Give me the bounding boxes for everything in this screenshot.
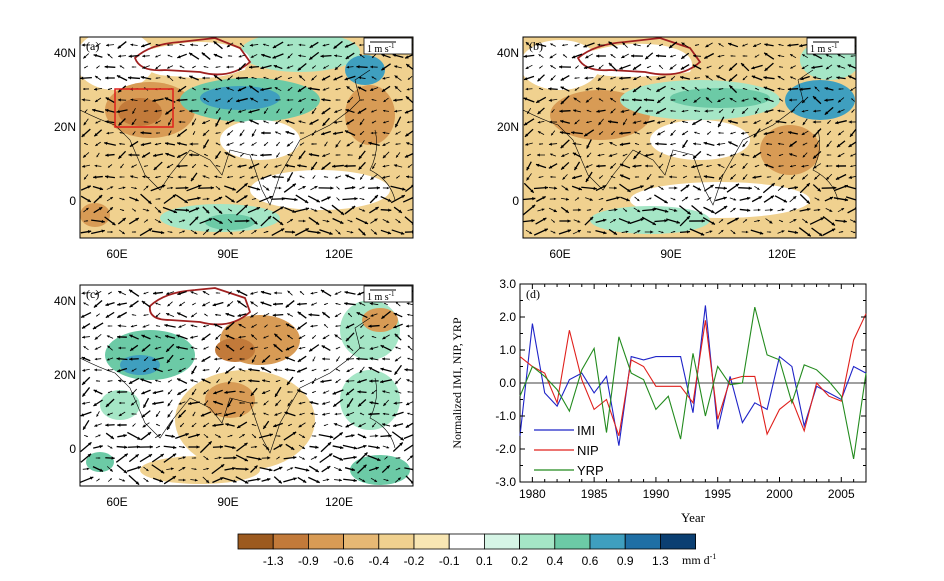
y-tick-label: 0.0 [499, 376, 516, 390]
x-tick-label: 2000 [766, 487, 793, 501]
y-tick-label: 20N [497, 120, 519, 134]
scale-box-a: 1 m s-1 [364, 38, 412, 55]
map-a-shading [75, 30, 413, 238]
colorbar-cell [520, 534, 555, 549]
colorbar-cell [590, 534, 625, 549]
y-tick-label: 0 [69, 442, 76, 456]
colorbar-cell [273, 534, 308, 549]
colorbar-label: 1.3 [652, 554, 669, 568]
scale-box-c: 1 m s-1 [364, 286, 412, 303]
colorbar-cell [484, 534, 519, 549]
x-tick-label: 90E [217, 247, 238, 261]
y-tick-label: -1.0 [495, 409, 516, 423]
colorbar-cell [449, 534, 484, 549]
x-tick-label: 2005 [828, 487, 855, 501]
colorbar-label: 0.1 [476, 554, 493, 568]
colorbar-cell [344, 534, 379, 549]
x-tick-label: 1980 [519, 487, 546, 501]
y-tick-label: 2.0 [499, 310, 516, 324]
map-panel-a: (a) 1 m s-1 60E 90E 120E 40N 20N 0 [54, 30, 417, 261]
x-ticks-b: 60E 90E 120E [549, 247, 796, 261]
y-tick-label: 0 [69, 194, 76, 208]
x-tick-label: 90E [660, 247, 681, 261]
legend-label: IMI [577, 423, 595, 438]
colorbar-label: -1.3 [263, 554, 284, 568]
y-ticks-b: 40N 20N 0 [497, 46, 519, 208]
colorbar-cell [414, 534, 449, 549]
x-tick-label: 120E [325, 247, 353, 261]
colorbar-label: 0.9 [617, 554, 634, 568]
panel-label-a: (a) [86, 39, 99, 53]
y-tick-label: 40N [497, 46, 519, 60]
colorbar-cell [308, 534, 343, 549]
colorbar-label: -0.2 [404, 554, 425, 568]
legend-label: NIP [577, 443, 599, 458]
colorbar-cell [660, 534, 695, 549]
map-b-shading [520, 37, 860, 238]
y-axis-title: Normalized IMI, NIP, YRP [450, 317, 464, 449]
panel-label-c: (c) [86, 287, 99, 301]
x-tick-label: 1985 [581, 487, 608, 501]
y-ticks-c: 40N 20N 0 [54, 294, 76, 456]
colorbar: -1.3 -0.9 -0.6 -0.4 -0.2 -0.1 0.1 0.2 0.4 0.6 0.9 1… [238, 534, 716, 568]
x-tick-label: 120E [325, 495, 353, 509]
scale-box-b: 1 m s-1 [807, 38, 855, 55]
colorbar-label: 0.4 [546, 554, 563, 568]
x-tick-label: 1990 [643, 487, 670, 501]
colorbar-cell [238, 534, 273, 549]
panel-label-d: (d) [526, 287, 540, 301]
x-tick-label: 60E [549, 247, 570, 261]
y-tick-label: 40N [54, 294, 76, 308]
y-tick-label: -2.0 [495, 442, 516, 456]
x-ticks-c: 60E 90E 120E [106, 495, 353, 509]
y-tick-label: 0 [512, 194, 519, 208]
y-tick-label: 20N [54, 120, 76, 134]
y-tick-label: 20N [54, 368, 76, 382]
x-tick-label: 60E [106, 247, 127, 261]
colorbar-label: -0.1 [439, 554, 460, 568]
colorbar-cell [625, 534, 660, 549]
x-tick-label: 120E [768, 247, 796, 261]
y-tick-label: 1.0 [499, 343, 516, 357]
colorbar-label: -0.4 [368, 554, 389, 568]
colorbar-label: -0.9 [298, 554, 319, 568]
colorbar-cell [379, 534, 414, 549]
y-ticks-a: 40N 20N 0 [54, 46, 76, 208]
colorbar-cell [555, 534, 590, 549]
line-chart-panel-d: 3.0 2.0 1.0 0.0 -1.0 -2.0 -3.0 1980 1985 1990 199… [450, 277, 866, 525]
panel-label-b: (b) [529, 39, 543, 53]
colorbar-label: 0.2 [511, 554, 528, 568]
map-panel-c: (c) 1 m s-1 60E 90E 120E 40N 20N 0 [54, 285, 416, 509]
x-tick-label: 90E [217, 495, 238, 509]
x-tick-label: 1995 [704, 487, 731, 501]
x-tick-label: 60E [106, 495, 127, 509]
y-tick-label: 3.0 [499, 277, 516, 291]
x-ticks-a: 60E 90E 120E [106, 247, 353, 261]
x-axis-title: Year [681, 510, 706, 525]
map-panel-b: (b) 1 m s-1 60E 90E 120E 40N 20N 0 [497, 37, 860, 261]
y-tick-label: 40N [54, 46, 76, 60]
colorbar-unit: mm d-1 [682, 552, 716, 567]
legend-label: YRP [577, 463, 604, 478]
y-tick-label: -3.0 [495, 475, 516, 489]
colorbar-label: 0.6 [582, 554, 599, 568]
colorbar-label: -0.6 [333, 554, 354, 568]
